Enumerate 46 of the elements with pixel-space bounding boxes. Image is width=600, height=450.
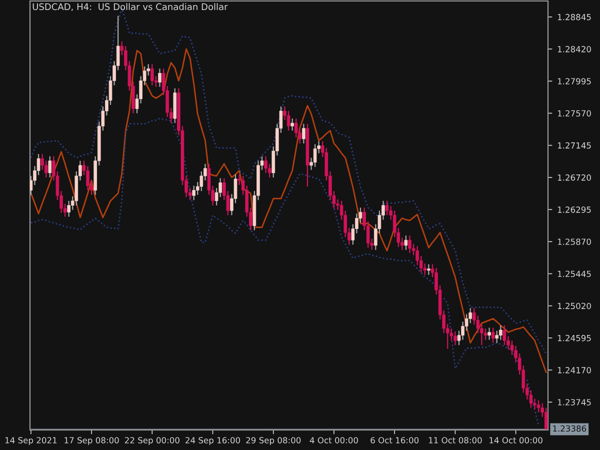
x-tick-label: 17 Sep 08:00: [64, 437, 119, 446]
ref-line-label: 1.23386: [553, 425, 586, 432]
x-tick-label: 11 Oct 08:00: [428, 437, 482, 444]
candlestick: [544, 407, 548, 430]
candlestick: [536, 400, 540, 413]
candlestick: [488, 327, 491, 340]
candlestick: [404, 235, 408, 250]
candlestick: [502, 324, 506, 346]
candlestick: [302, 123, 306, 144]
line-series: [30, 48, 547, 373]
candlestick: [408, 235, 412, 254]
y-tick-label: 1.26720: [558, 174, 591, 181]
candlestick: [290, 118, 294, 132]
x-tick-label: 22 Sep 00:00: [124, 437, 180, 446]
x-tick-label: 4 Oct 00:00: [310, 437, 358, 444]
candlestick: [313, 144, 317, 168]
y-tick-label: 1.27995: [558, 78, 591, 84]
candlestick: [192, 185, 196, 201]
y-tick-label: 1.26295: [558, 206, 591, 213]
candlestick: [150, 64, 154, 86]
y-tick-label: 1.27145: [558, 142, 591, 149]
candlestick: [286, 110, 290, 132]
x-tick-label: 14 Oct 00:00: [490, 437, 542, 444]
candlestick: [499, 324, 502, 340]
y-tick-label: 1.24170: [558, 367, 591, 374]
chart-title: USDCAD, H4: US Dollar vs Canadian Dollar: [32, 3, 228, 12]
y-tick-label: 1.28845: [558, 14, 591, 20]
x-tick-label: 14 Sep 2021: [5, 437, 57, 446]
y-tick-label: 1.25445: [558, 270, 591, 278]
candlestick: [158, 68, 162, 88]
candlestick: [48, 156, 52, 178]
y-tick-label: 1.25870: [558, 238, 591, 245]
y-tick-label: 1.24595: [558, 334, 591, 342]
y-tick-label: 1.27570: [558, 110, 591, 117]
x-tick-label: 29 Sep 08:00: [246, 437, 301, 446]
y-tick-label: 1.28420: [558, 46, 591, 52]
candlestick: [385, 200, 389, 216]
x-tick-label: 6 Oct 16:00: [370, 437, 419, 444]
candlestick: [264, 156, 268, 174]
candlestick: [454, 330, 457, 346]
candlestick: [491, 327, 495, 344]
x-tick-label: 24 Sep 16:00: [186, 437, 240, 446]
y-tick-label: 1.23745: [558, 399, 591, 406]
candlestick: [67, 200, 70, 218]
y-tick-label: 1.25020: [558, 302, 591, 310]
candlestick: [427, 264, 430, 276]
